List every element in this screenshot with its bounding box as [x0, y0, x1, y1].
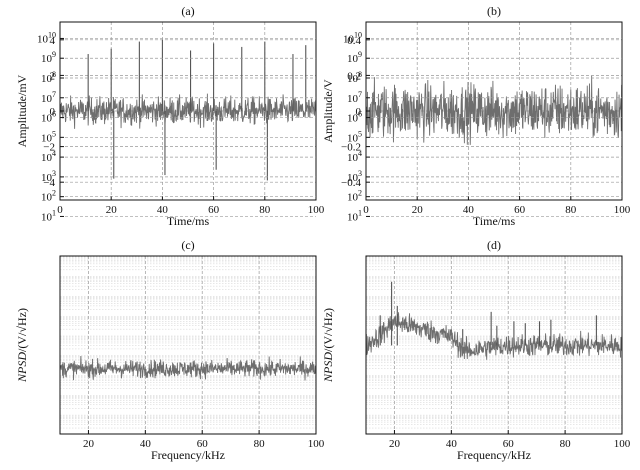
panel-title: (b) [487, 4, 501, 18]
y-tick-label: 108 [41, 70, 56, 85]
x-tick-label: 60 [503, 438, 515, 450]
y-tick-label: 101 [41, 208, 56, 223]
x-tick-label: 40 [140, 438, 152, 450]
x-tick-label: 20 [389, 438, 401, 450]
y-tick-label: 102 [347, 189, 362, 204]
y-tick-label: 1010 [37, 30, 56, 45]
x-tick-label: 80 [259, 204, 271, 216]
grid [366, 38, 623, 434]
y-tick-label: −4 [43, 177, 55, 189]
x-tick-label: 20 [106, 204, 118, 216]
y-axis-label: Amplitude/mV [15, 74, 29, 147]
x-tick-label: 60 [197, 438, 209, 450]
x-tick-label: 20 [83, 438, 95, 450]
y-tick-label: 107 [347, 90, 362, 105]
x-tick-label: 0 [363, 204, 369, 216]
x-tick-label: 60 [514, 204, 526, 216]
y-tick-label: 108 [347, 70, 362, 85]
y-tick-label: 0.2 [347, 70, 361, 82]
x-tick-label: 100 [308, 204, 325, 216]
y-tick-label: 0 [50, 106, 56, 118]
chart-panel-1: 0.4 0.2 0 −0.2 −0.4 0 20 40 60 80 100 (b) Time/ms Amp… [321, 4, 631, 228]
x-tick-label: 20 [412, 204, 424, 216]
y-tick-label: 105 [347, 129, 362, 144]
y-tick-label: 105 [41, 129, 56, 144]
x-tick-label: 40 [446, 438, 458, 450]
y-tick-label: 109 [41, 50, 56, 65]
panel-title: (d) [487, 238, 501, 252]
y-tick-label: 104 [41, 149, 56, 164]
x-axis-label: Time/ms [167, 214, 210, 228]
y-tick-label: −0.2 [341, 142, 361, 154]
y-axis-label: NPSD/(V/√Hz) [321, 308, 335, 383]
chart-panel-3: 101 102 103 104 105 106 107 108 109 1010 20 40 60 80 1… [321, 30, 631, 462]
series-line [60, 355, 316, 381]
y-axis-label: NPSD/(V/√Hz) [15, 308, 29, 383]
plot-frame [365, 255, 623, 435]
x-tick-label: 40 [463, 204, 475, 216]
series-line [366, 312, 622, 360]
plot-frame [59, 255, 317, 435]
x-axis-label: Frequency/kHz [151, 448, 225, 462]
y-tick-label: 107 [41, 90, 56, 105]
y-tick-label: 104 [347, 149, 362, 164]
y-tick-label: 103 [347, 169, 362, 184]
x-axis-label: Frequency/kHz [457, 448, 531, 462]
series-line [366, 75, 622, 145]
x-axis-label: Time/ms [473, 214, 516, 228]
chart-panel-0: 420−2−40 20 40 60 80 100(a)Time/msAmplitude/m… [15, 4, 325, 228]
y-tick-label: −2 [43, 142, 55, 154]
series-line [60, 93, 316, 129]
y-tick-label: 1010 [343, 30, 362, 45]
y-tick-label: 101 [347, 208, 362, 223]
x-tick-label: 100 [614, 438, 631, 450]
y-axis-label: Amplitude/V [321, 79, 335, 143]
x-tick-label: 40 [157, 204, 169, 216]
x-tick-label: 80 [565, 204, 577, 216]
x-tick-label: 60 [208, 204, 220, 216]
y-tick-label: 103 [41, 169, 56, 184]
x-tick-label: 100 [308, 438, 325, 450]
x-tick-label: 0 [57, 204, 63, 216]
y-tick-label: 0 [356, 106, 362, 118]
y-tick-label: 4 [50, 35, 56, 47]
y-tick-label: 0.4 [347, 35, 361, 47]
y-tick-label: 2 [50, 70, 56, 82]
x-tick-label: 100 [614, 204, 631, 216]
y-tick-label: 106 [41, 110, 56, 125]
y-tick-label: −0.4 [341, 177, 361, 189]
grid [60, 38, 317, 434]
panel-title: (a) [181, 4, 194, 18]
x-tick-label: 80 [254, 438, 266, 450]
x-tick-label: 80 [560, 438, 572, 450]
y-tick-label: 109 [347, 50, 362, 65]
y-tick-label: 102 [41, 189, 56, 204]
y-tick-label: 106 [347, 110, 362, 125]
panel-title: (c) [181, 238, 194, 252]
